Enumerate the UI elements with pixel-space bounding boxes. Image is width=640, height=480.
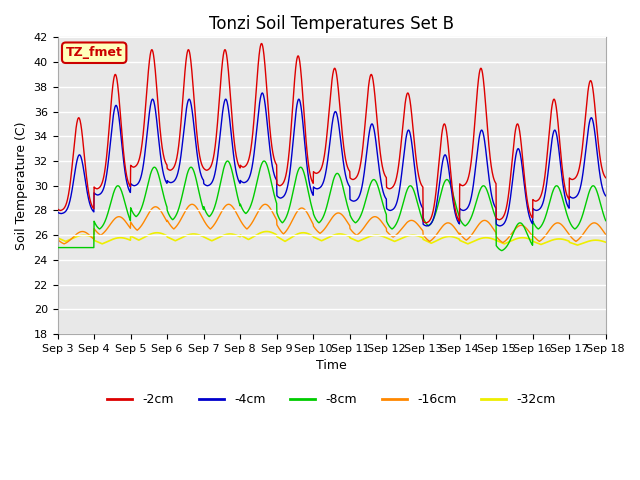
Legend: -2cm, -4cm, -8cm, -16cm, -32cm: -2cm, -4cm, -8cm, -16cm, -32cm [102, 388, 561, 411]
Text: TZ_fmet: TZ_fmet [66, 46, 123, 59]
X-axis label: Time: Time [316, 360, 347, 372]
Y-axis label: Soil Temperature (C): Soil Temperature (C) [15, 121, 28, 250]
Title: Tonzi Soil Temperatures Set B: Tonzi Soil Temperatures Set B [209, 15, 454, 33]
